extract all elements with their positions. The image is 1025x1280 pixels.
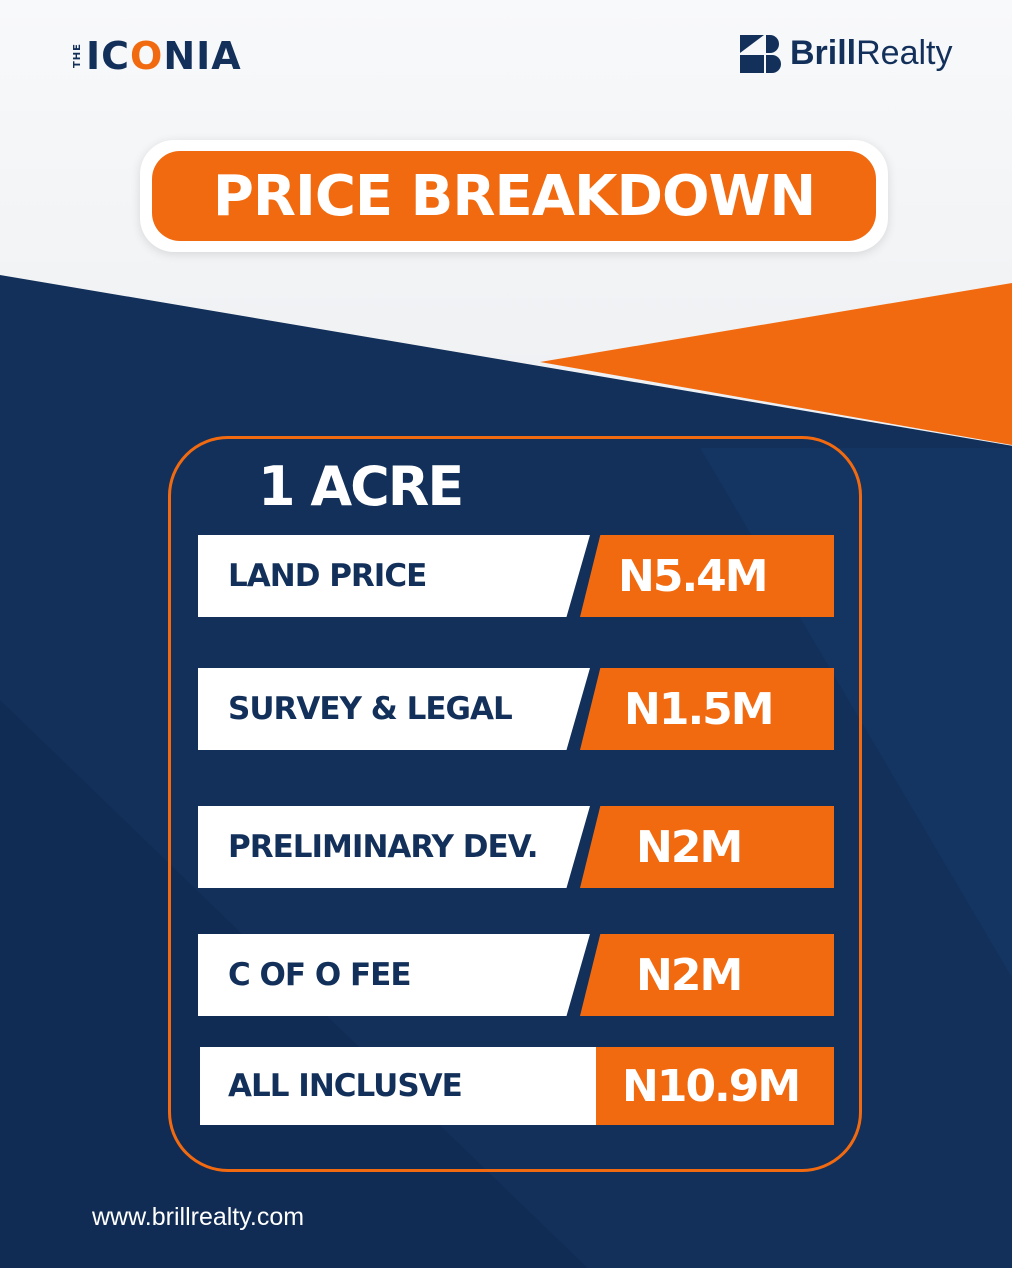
total-row: ALL INCLUSVE N10.9M bbox=[200, 1047, 834, 1125]
row-label: C OF O FEE bbox=[198, 934, 590, 1016]
row-label: PRELIMINARY DEV. bbox=[198, 806, 590, 888]
edge-strip bbox=[1012, 0, 1025, 1280]
row-label: ALL INCLUSVE bbox=[200, 1047, 596, 1125]
plot-size-heading: 1 ACRE bbox=[258, 455, 464, 518]
logo-part: NIA bbox=[163, 34, 242, 78]
price-row: C OF O FEE N2M bbox=[198, 934, 834, 1016]
row-value: N2M bbox=[580, 806, 834, 888]
row-value: N1.5M bbox=[580, 668, 834, 750]
logo-house-o: O bbox=[130, 34, 164, 78]
price-row: PRELIMINARY DEV. N2M bbox=[198, 806, 834, 888]
row-value: N5.4M bbox=[580, 535, 834, 617]
price-row: SURVEY & LEGAL N1.5M bbox=[198, 668, 834, 750]
iconia-logo: THE ICONIA bbox=[72, 34, 242, 78]
edge-strip-bottom bbox=[0, 1268, 1025, 1280]
logo-prefix: THE bbox=[72, 43, 83, 69]
row-label: SURVEY & LEGAL bbox=[198, 668, 590, 750]
row-label: LAND PRICE bbox=[198, 535, 590, 617]
price-card bbox=[168, 436, 862, 1172]
row-value: N2M bbox=[580, 934, 834, 1016]
row-value: N10.9M bbox=[596, 1047, 834, 1125]
brill-mark-icon bbox=[740, 34, 781, 73]
price-row: LAND PRICE N5.4M bbox=[198, 535, 834, 617]
brand-regular: Realty bbox=[856, 34, 953, 72]
website-link[interactable]: www.brillrealty.com bbox=[92, 1203, 305, 1231]
brand-bold: Brill bbox=[790, 34, 857, 72]
brand-name: BrillRealty bbox=[790, 34, 953, 73]
logo-part: IC bbox=[86, 34, 131, 78]
logo-word: ICONIA bbox=[86, 34, 242, 78]
orange-triangle bbox=[540, 283, 1012, 445]
page-title: PRICE BREAKDOWN bbox=[152, 151, 876, 241]
brillrealty-logo: BrillRealty bbox=[740, 34, 953, 73]
